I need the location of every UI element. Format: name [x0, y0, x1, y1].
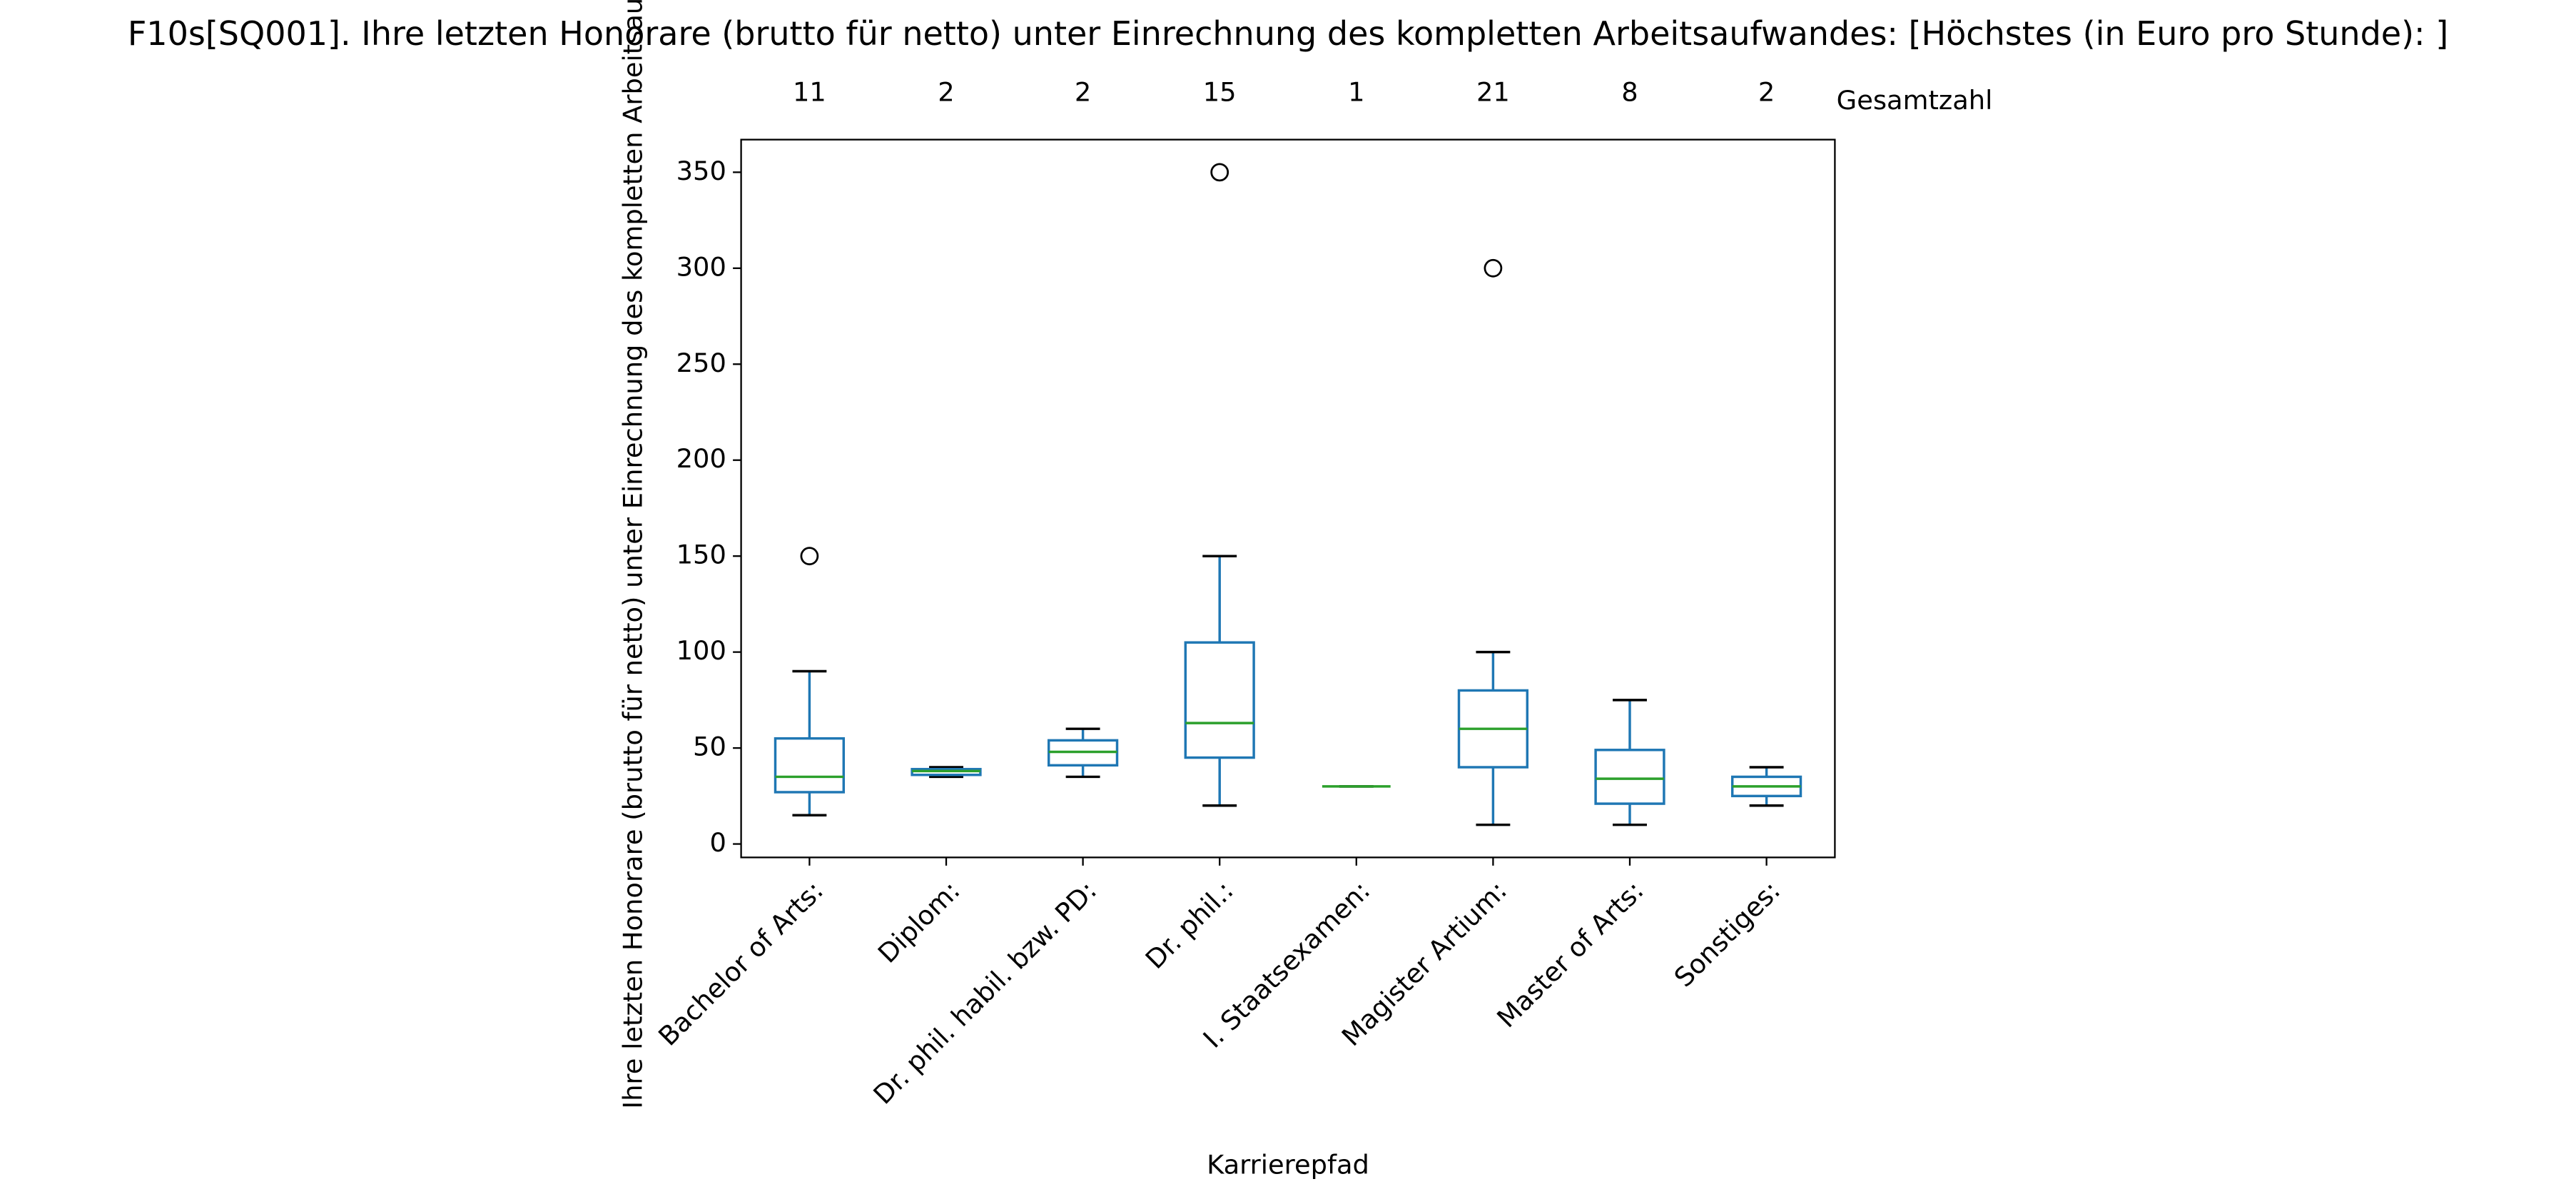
box — [1184, 641, 1255, 759]
plot-frame — [740, 138, 1836, 859]
x-tick-label: Dr. phil. habil. bzw. PD: — [868, 875, 1102, 1110]
count-value: 21 — [1476, 77, 1510, 108]
outlier — [1484, 258, 1503, 278]
y-tick-label: 200 — [676, 443, 726, 474]
box — [1594, 749, 1665, 805]
count-value: 11 — [793, 77, 826, 108]
count-value: 2 — [938, 77, 954, 108]
outlier — [800, 547, 819, 566]
count-value: 8 — [1621, 77, 1638, 108]
x-axis-label: Karrierepfad — [1207, 1150, 1369, 1180]
x-tick-label: Bachelor of Arts: — [652, 875, 829, 1052]
y-tick-label: 50 — [693, 732, 726, 762]
count-value: 2 — [1075, 77, 1091, 108]
count-label: Gesamtzahl — [1837, 85, 1993, 116]
x-tick-label: Master of Arts: — [1491, 875, 1650, 1033]
y-tick-label: 300 — [676, 251, 726, 282]
y-tick-label: 150 — [676, 540, 726, 570]
y-tick-label: 250 — [676, 348, 726, 378]
count-value: 15 — [1203, 77, 1237, 108]
box — [774, 737, 846, 794]
y-tick-label: 100 — [676, 635, 726, 666]
x-tick-label: Diplom: — [872, 875, 965, 968]
outlier — [1210, 163, 1229, 182]
y-axis-label: Ihre letzten Honorare (brutto für netto)… — [618, 0, 649, 1109]
y-tick-label: 0 — [709, 827, 726, 858]
count-value: 1 — [1348, 77, 1364, 108]
y-tick-label: 350 — [676, 156, 726, 186]
x-tick-label: Sonstiges: — [1668, 875, 1786, 993]
count-value: 2 — [1758, 77, 1775, 108]
x-tick-label: Dr. phil.: — [1140, 875, 1239, 975]
chart-title: F10s[SQ001]. Ihre letzten Honorare (brut… — [128, 14, 2448, 53]
